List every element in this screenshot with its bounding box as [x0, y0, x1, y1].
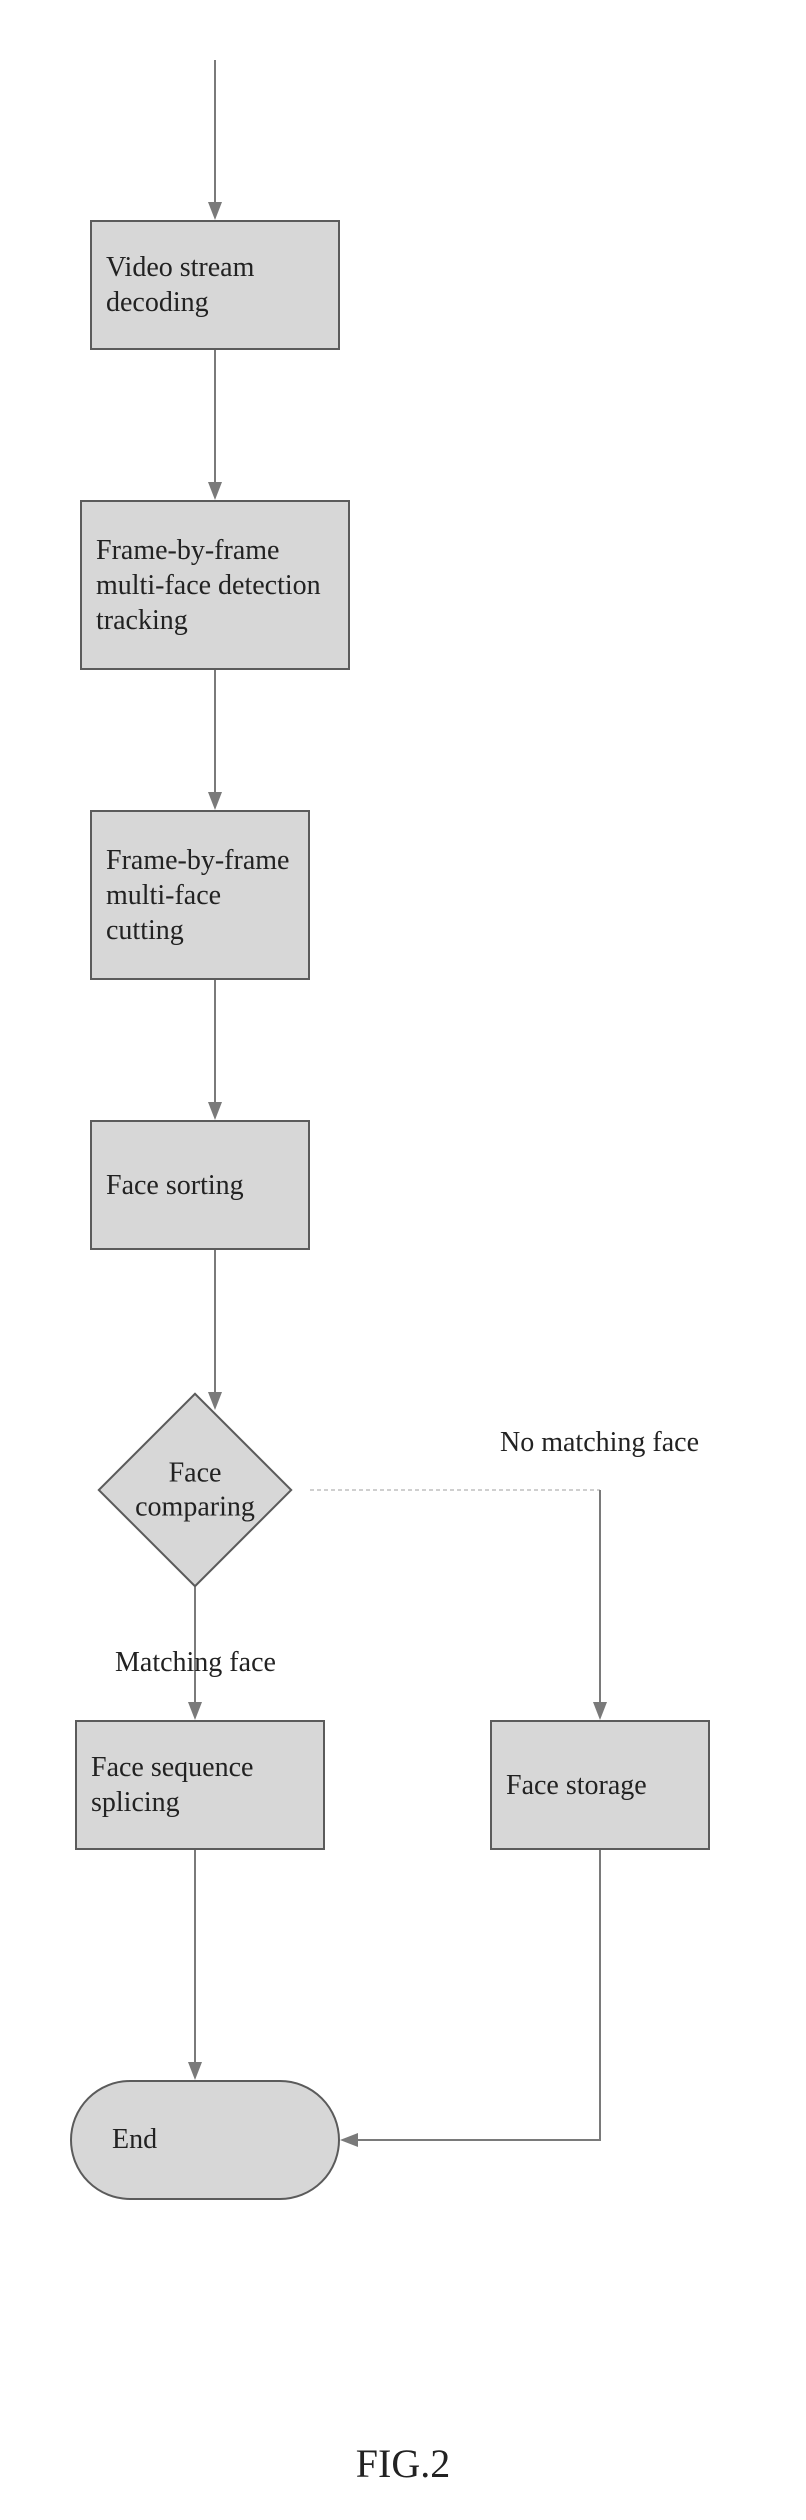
terminator-end: End	[70, 2080, 340, 2200]
edge-label-matching-face: Matching face	[115, 1645, 276, 1680]
figure-caption: FIG.2	[253, 2440, 553, 2487]
terminator-label: End	[112, 2124, 157, 2156]
process-label: Face storage	[506, 1768, 647, 1803]
decision-label: Face comparing	[120, 1456, 270, 1523]
edge-label-no-matching-face: No matching face	[500, 1425, 700, 1460]
process-face-sorting: Face sorting	[90, 1120, 310, 1250]
process-frame-by-frame-cutting: Frame-by-frame multi-face cutting	[90, 810, 310, 980]
decision-face-comparing: Face comparing	[80, 1410, 310, 1570]
process-label: Face sequence splicing	[91, 1750, 309, 1820]
flowchart-canvas: Video stream decoding Frame-by-frame mul…	[0, 0, 806, 2520]
process-label: Video stream decoding	[106, 250, 324, 320]
process-label: Face sorting	[106, 1168, 244, 1203]
process-face-sequence-splicing: Face sequence splicing	[75, 1720, 325, 1850]
process-video-stream-decoding: Video stream decoding	[90, 220, 340, 350]
process-label: Frame-by-frame multi-face detection trac…	[96, 533, 334, 638]
process-label: Frame-by-frame multi-face cutting	[106, 843, 294, 948]
process-face-storage: Face storage	[490, 1720, 710, 1850]
process-frame-by-frame-detection-tracking: Frame-by-frame multi-face detection trac…	[80, 500, 350, 670]
